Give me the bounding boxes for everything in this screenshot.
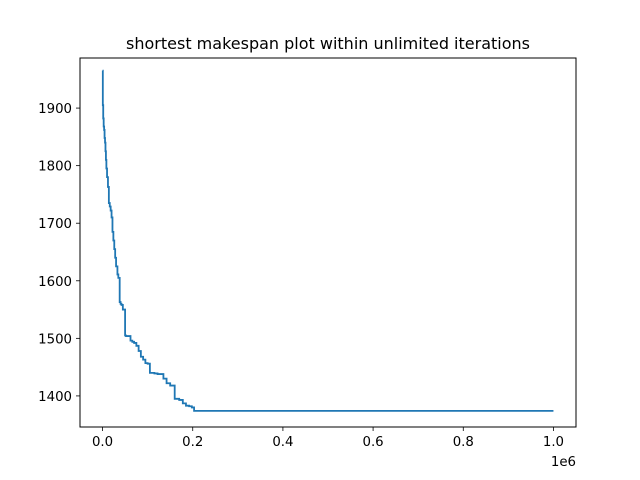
series-line-0 bbox=[101, 69, 554, 412]
y-tick-label: 1800 bbox=[38, 160, 72, 175]
y-tick-label: 1600 bbox=[38, 275, 72, 290]
x-axis: 0.0 0.2 0.4 0.6 0.8 1.0 bbox=[92, 427, 564, 450]
x-tick-label: 0.2 bbox=[182, 435, 203, 450]
x-tick-label: 0.0 bbox=[92, 435, 113, 450]
x-tick-label: 0.6 bbox=[363, 435, 384, 450]
y-tick-label: 1700 bbox=[38, 217, 72, 232]
x-tick-label: 1.0 bbox=[543, 435, 564, 450]
plot-area bbox=[79, 57, 577, 428]
x-tick-label: 0.4 bbox=[272, 435, 293, 450]
y-tick-label: 1900 bbox=[38, 102, 72, 117]
plot-frame bbox=[79, 57, 577, 428]
y-axis: 1400 1500 1600 1700 1800 1900 bbox=[38, 102, 80, 405]
y-tick-label: 1400 bbox=[38, 390, 72, 405]
chart-title: shortest makespan plot within unlimited … bbox=[126, 34, 530, 53]
x-axis-offset-label: 1e6 bbox=[551, 455, 576, 470]
y-tick-label: 1500 bbox=[38, 332, 72, 347]
x-tick-label: 0.8 bbox=[453, 435, 474, 450]
